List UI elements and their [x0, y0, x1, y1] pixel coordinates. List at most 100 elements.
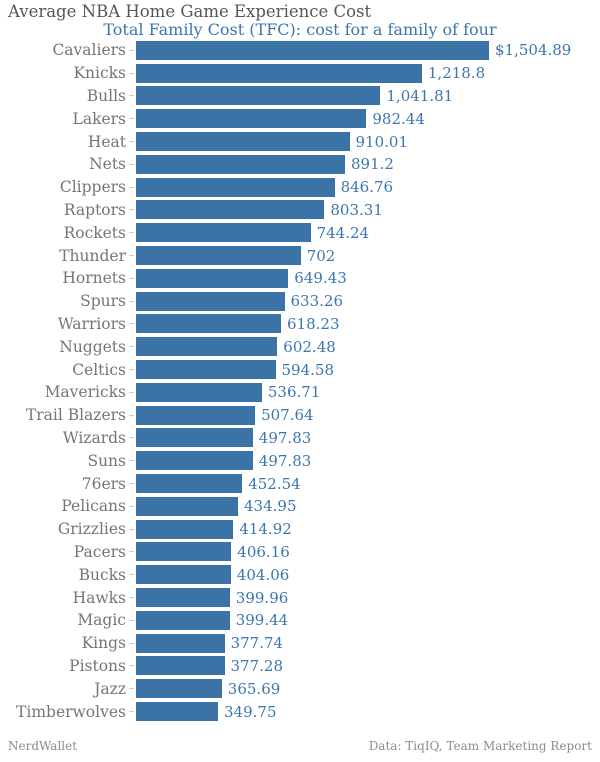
- bar[interactable]: [136, 633, 225, 653]
- value-label: 377.28: [230, 656, 284, 675]
- bar[interactable]: [136, 610, 230, 630]
- bar-row: Hawks 399.96: [0, 586, 600, 609]
- bar[interactable]: [136, 702, 218, 721]
- value-label: 982.44: [372, 109, 425, 128]
- value-label: 744.24: [316, 223, 370, 242]
- category-label: Nets: [89, 155, 126, 174]
- category-label: Nuggets: [59, 337, 126, 356]
- value-label: 602.48: [283, 337, 336, 356]
- value-label: 399.96: [235, 588, 289, 607]
- bar-row: Cavaliers $1,504.89: [0, 39, 600, 62]
- bar[interactable]: [136, 360, 276, 380]
- value-label: 633.26: [290, 292, 344, 311]
- axis-tick: [129, 574, 134, 576]
- category-label: Bucks: [78, 565, 126, 584]
- bar[interactable]: [136, 314, 281, 334]
- category-label: Wizards: [62, 428, 126, 447]
- bar[interactable]: [136, 132, 350, 152]
- bar-row: Clippers 846.76: [0, 176, 600, 199]
- bar[interactable]: [136, 177, 335, 197]
- axis-tick: [129, 163, 134, 165]
- bar-row: Celtics 594.58: [0, 358, 600, 381]
- bar-row: Pelicans 434.95: [0, 495, 600, 518]
- bar[interactable]: [136, 268, 289, 288]
- bar[interactable]: [136, 656, 225, 676]
- category-label: Lakers: [72, 109, 126, 128]
- axis-tick: [129, 72, 134, 74]
- bar-row: Jazz 365.69: [0, 677, 600, 700]
- axis-tick: [129, 414, 134, 416]
- axis-tick: [129, 232, 134, 234]
- category-label: Kings: [81, 634, 126, 653]
- bar[interactable]: [136, 542, 232, 562]
- category-label: Pelicans: [61, 497, 126, 516]
- category-label: Bulls: [86, 86, 126, 105]
- category-label: Thunder: [59, 246, 126, 265]
- value-label: 618.23: [287, 314, 340, 333]
- category-label: Pistons: [69, 656, 126, 675]
- bar[interactable]: [136, 382, 262, 402]
- category-label: Jazz: [94, 679, 126, 698]
- bar[interactable]: [136, 679, 222, 699]
- axis-tick: [129, 346, 134, 348]
- axis-tick: [129, 49, 134, 51]
- bar-row: Lakers 982.44: [0, 107, 600, 130]
- axis-tick: [129, 209, 134, 211]
- bar[interactable]: [136, 565, 231, 585]
- bar-row: Suns 497.83: [0, 449, 600, 472]
- value-label: 594.58: [281, 360, 335, 379]
- bar[interactable]: [136, 223, 311, 243]
- category-label: Knicks: [73, 64, 126, 83]
- bar-row: 76ers 452.54: [0, 472, 600, 495]
- bar[interactable]: [136, 451, 253, 471]
- bar[interactable]: [136, 588, 230, 608]
- axis-tick: [129, 711, 134, 712]
- axis-tick: [129, 300, 134, 302]
- bar-row: Wizards 497.83: [0, 427, 600, 450]
- value-label: 1,218.8: [427, 64, 486, 83]
- bar[interactable]: [136, 291, 285, 311]
- bar-row: Mavericks 536.71: [0, 381, 600, 404]
- category-label: Raptors: [63, 200, 126, 219]
- bar-row: Magic 399.44: [0, 609, 600, 632]
- bar-row: Nets 891.2: [0, 153, 600, 176]
- category-label: Hawks: [72, 588, 126, 607]
- axis-tick: [129, 551, 134, 553]
- bar[interactable]: [136, 405, 256, 425]
- bar[interactable]: [136, 40, 489, 60]
- axis-tick: [129, 186, 134, 188]
- bar[interactable]: [136, 154, 345, 174]
- axis-tick: [129, 597, 134, 599]
- axis-tick: [129, 437, 134, 439]
- category-label: Clippers: [59, 178, 126, 197]
- axis-tick: [129, 369, 134, 371]
- bar-row: Heat 910.01: [0, 130, 600, 153]
- axis-tick: [129, 255, 134, 257]
- category-label: Heat: [87, 132, 126, 151]
- bar[interactable]: [136, 246, 301, 266]
- bar[interactable]: [136, 496, 238, 516]
- bar[interactable]: [136, 63, 422, 83]
- bar[interactable]: [136, 474, 243, 494]
- chart-credits: NerdWallet Data: TiqIQ, Team Marketing R…: [8, 739, 592, 753]
- bar-row: Pistons 377.28: [0, 655, 600, 678]
- axis-tick: [129, 323, 134, 325]
- bar[interactable]: [136, 109, 367, 129]
- bar-row: Raptors 803.31: [0, 199, 600, 222]
- axis-tick: [129, 277, 134, 279]
- bar[interactable]: [136, 86, 381, 106]
- bar[interactable]: [136, 337, 278, 357]
- bar-row: Rockets 744.24: [0, 221, 600, 244]
- bar[interactable]: [136, 428, 253, 448]
- bar-row: Bulls 1,041.81: [0, 85, 600, 108]
- bar-row: Trail Blazers 507.64: [0, 404, 600, 427]
- value-label: 399.44: [235, 611, 289, 630]
- value-label: 434.95: [244, 497, 297, 516]
- bar-row: Spurs 633.26: [0, 290, 600, 313]
- axis-tick: [129, 483, 134, 485]
- category-label: Hornets: [62, 269, 126, 288]
- bar[interactable]: [136, 200, 325, 220]
- bar[interactable]: [136, 519, 234, 539]
- credits-left: NerdWallet: [8, 739, 78, 753]
